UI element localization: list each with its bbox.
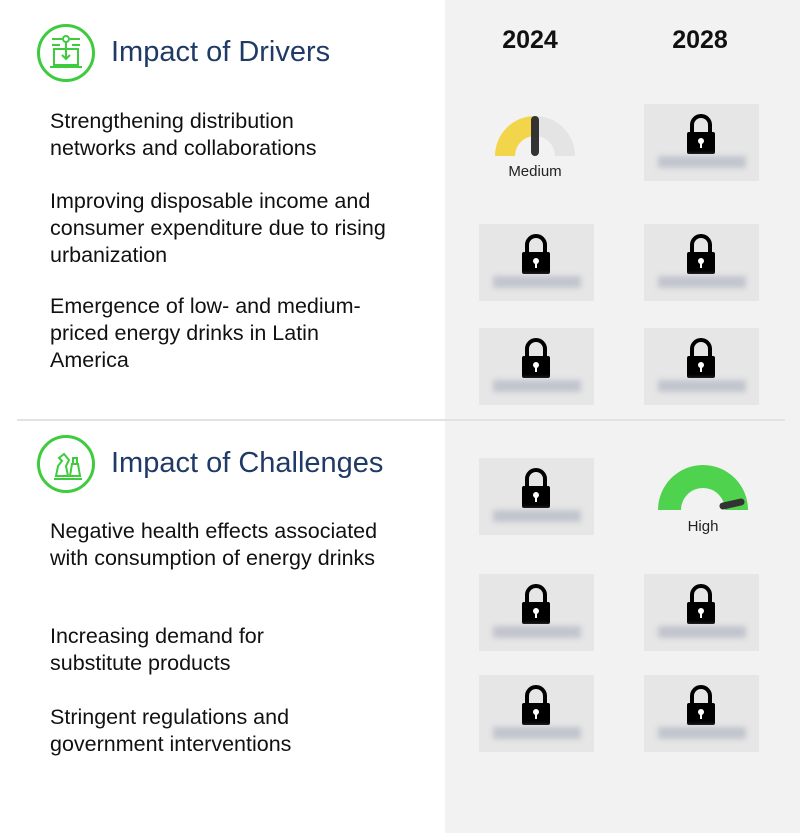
- lock-icon: [522, 234, 550, 274]
- blurred-text: [658, 380, 746, 392]
- divider: [17, 419, 785, 421]
- locked-cell[interactable]: [644, 224, 759, 301]
- high-label: High: [687, 518, 719, 535]
- locked-cell[interactable]: [644, 104, 759, 181]
- blurred-text: [493, 727, 581, 739]
- lock-icon: [522, 338, 550, 378]
- lock-icon: [522, 468, 550, 508]
- chess-pieces-icon: [37, 435, 95, 493]
- drivers-title: Impact of Drivers: [111, 36, 331, 68]
- year-2024-header: 2024: [502, 26, 558, 54]
- blurred-text: [658, 727, 746, 739]
- challenge-1: Negative health effects associated with …: [50, 519, 378, 570]
- blurred-text: [493, 626, 581, 638]
- locked-cell[interactable]: [644, 328, 759, 405]
- locked-cell[interactable]: [479, 675, 594, 752]
- blurred-text: [493, 276, 581, 288]
- locked-cell[interactable]: [479, 574, 594, 651]
- locked-cell[interactable]: [644, 574, 759, 651]
- year-2028-header: 2028: [672, 26, 728, 54]
- high-gauge: [658, 465, 748, 510]
- blurred-text: [493, 510, 581, 522]
- driver-1: Strengthening distribution networks and …: [50, 109, 317, 160]
- locked-cell[interactable]: [644, 675, 759, 752]
- driver-3: Emergence of low- and medium-priced ener…: [50, 294, 361, 372]
- lock-icon: [687, 234, 715, 274]
- challenge-3: Stringent regulations and government int…: [50, 705, 292, 756]
- blurred-text: [658, 626, 746, 638]
- blurred-text: [658, 276, 746, 288]
- lock-icon: [687, 584, 715, 624]
- locked-cell[interactable]: [479, 458, 594, 535]
- challenges-title: Impact of Challenges: [111, 447, 384, 479]
- lock-icon: [687, 685, 715, 725]
- circuit-laptop-icon: [37, 24, 95, 82]
- blurred-text: [658, 156, 746, 168]
- lock-icon: [687, 338, 715, 378]
- medium-label: Medium: [508, 163, 562, 180]
- lock-icon: [687, 114, 715, 154]
- medium-gauge: [495, 116, 575, 156]
- lock-icon: [522, 584, 550, 624]
- driver-2: Improving disposable income and consumer…: [50, 189, 386, 267]
- locked-cell[interactable]: [479, 328, 594, 405]
- challenge-2: Increasing demand for substitute product…: [50, 624, 264, 675]
- blurred-text: [493, 380, 581, 392]
- locked-cell[interactable]: [479, 224, 594, 301]
- lock-icon: [522, 685, 550, 725]
